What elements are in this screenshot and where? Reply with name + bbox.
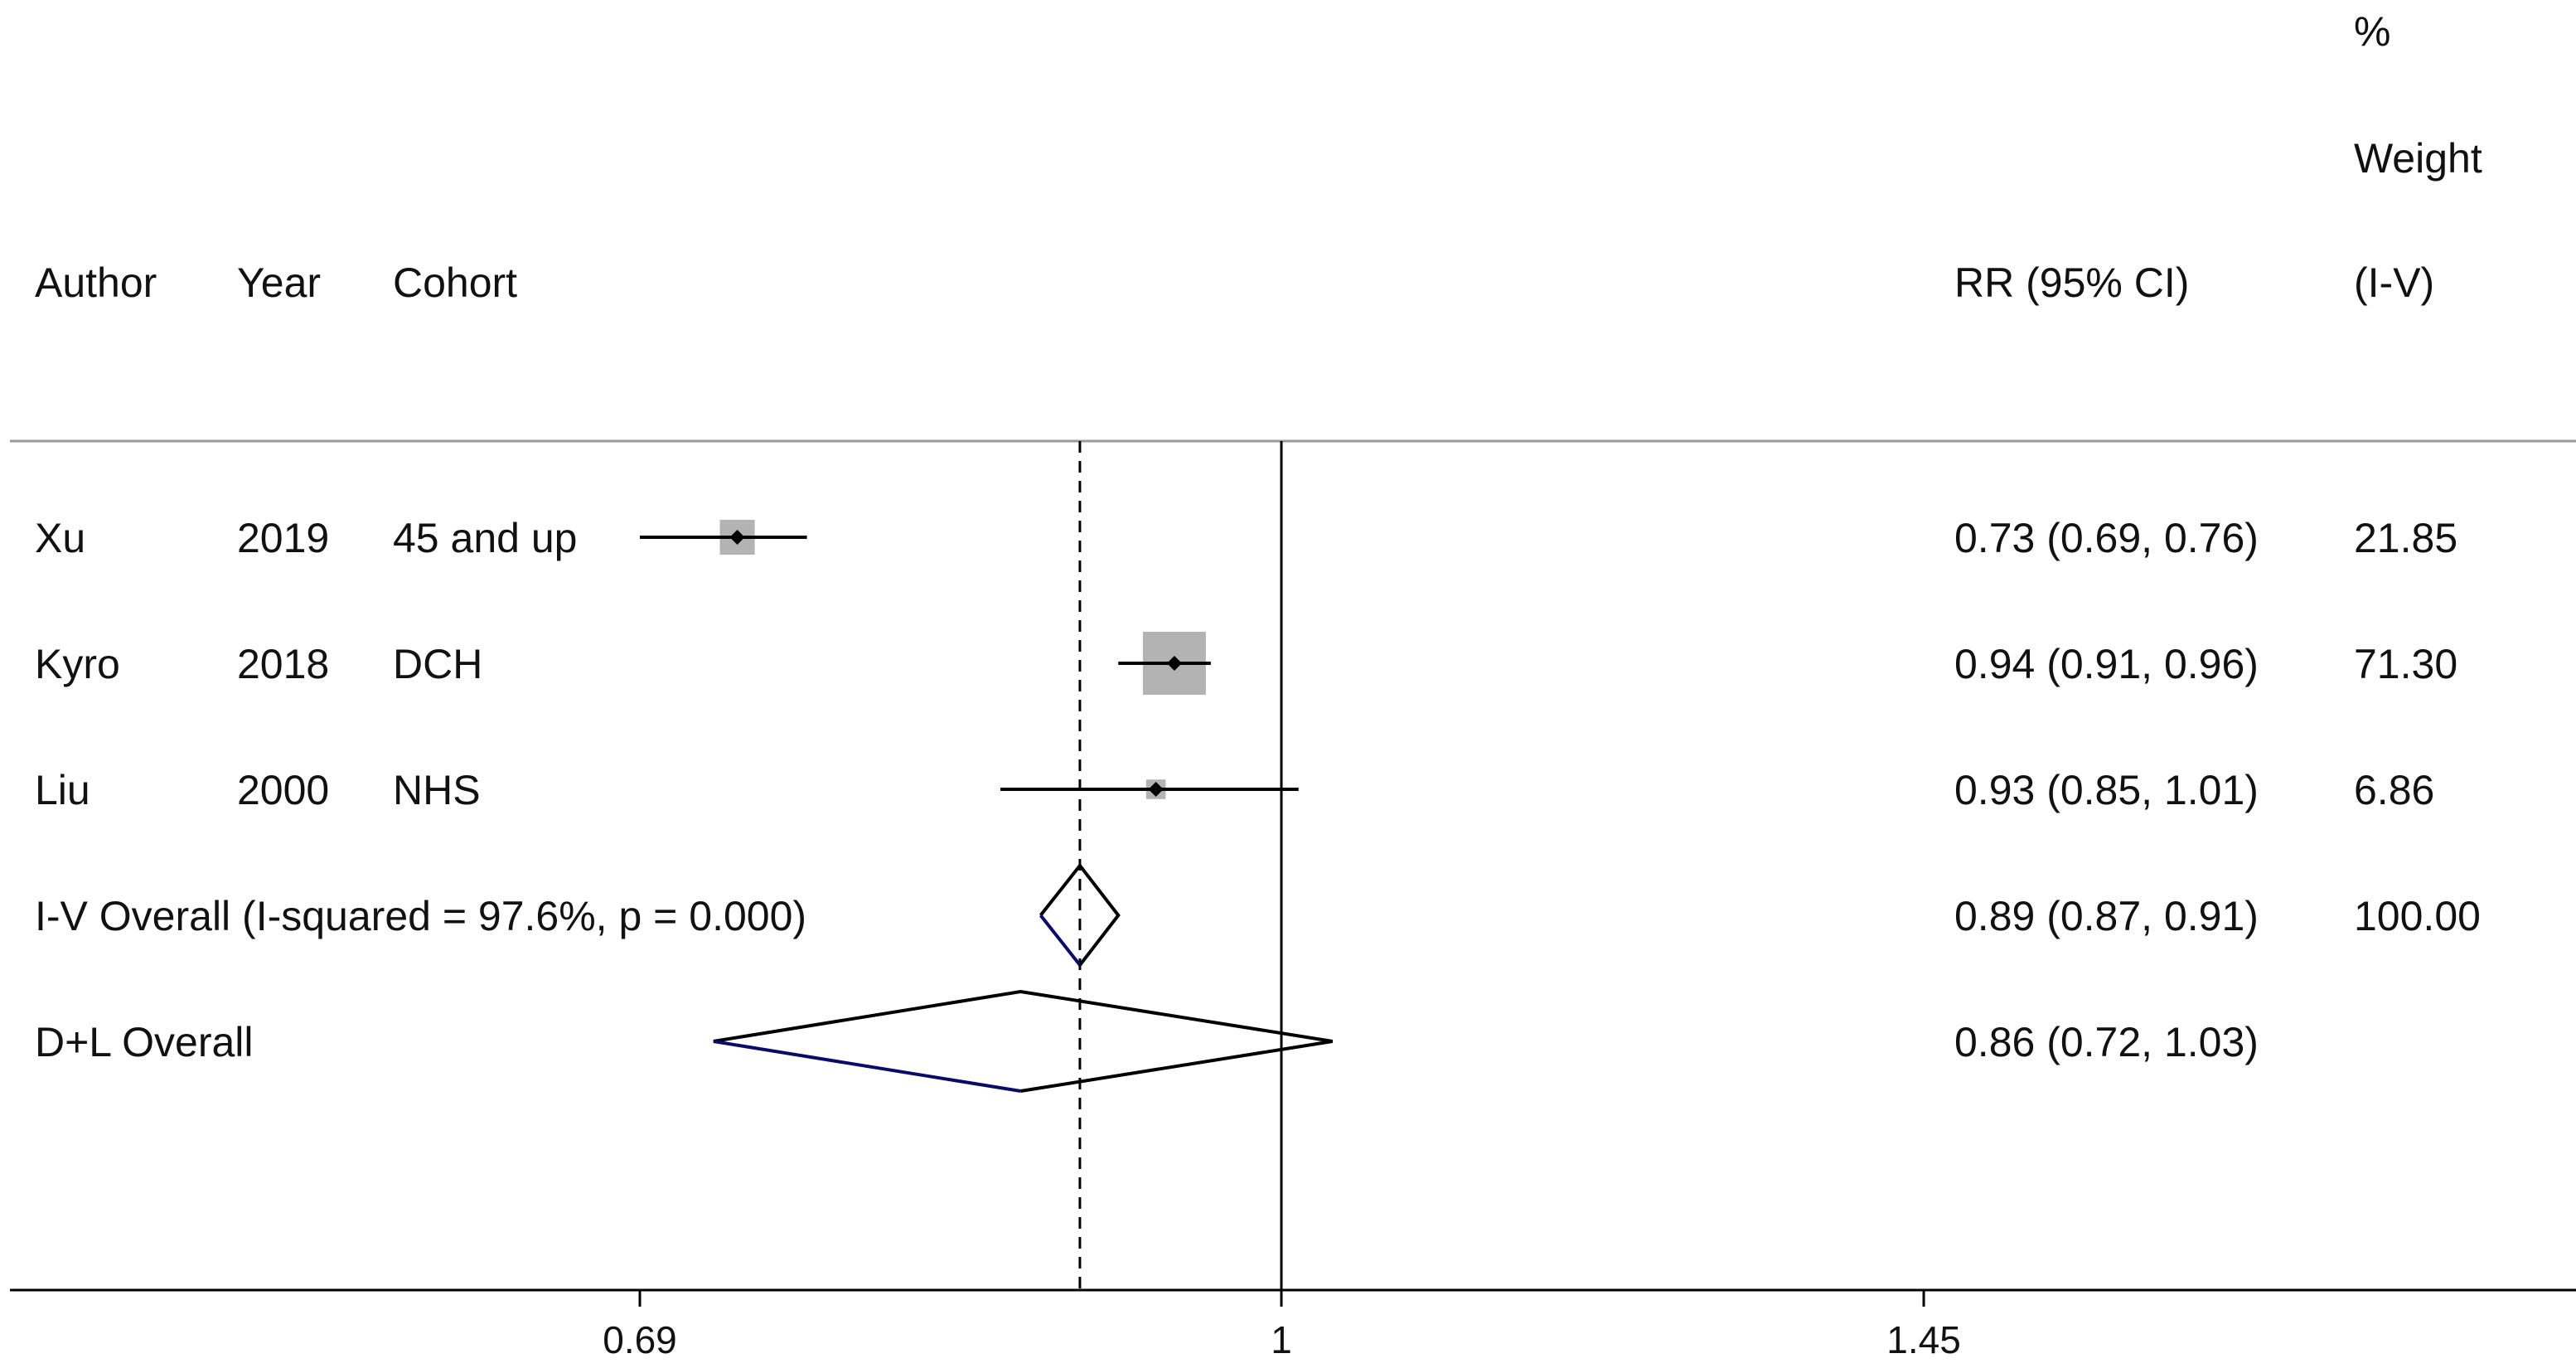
- weight-header-line2: Weight: [2354, 135, 2482, 182]
- study-year: 2019: [237, 515, 329, 561]
- study-point-estimate: [1166, 656, 1182, 671]
- x-tick-label: 0.69: [603, 1318, 677, 1361]
- overall-diamond-lower-edge: [1039, 914, 1082, 967]
- overall-diamond: [1039, 862, 1121, 967]
- study-author: Liu: [35, 767, 90, 813]
- study-weight: 6.86: [2354, 767, 2434, 813]
- study-row: Kyro 2018 DCH 0.94 (0.91, 0.96) 71.30: [35, 632, 2457, 695]
- study-rr-ci: 0.94 (0.91, 0.96): [1954, 641, 2259, 687]
- header: % Weight Author Year Cohort RR (95% CI) …: [35, 8, 2482, 306]
- x-tick-label: 1: [1271, 1318, 1292, 1361]
- overall-label: I-V Overall (I-squared = 97.6%, p = 0.00…: [35, 893, 806, 939]
- study-row: Xu 2019 45 and up 0.73 (0.69, 0.76) 21.85: [35, 515, 2457, 561]
- study-rows: Xu 2019 45 and up 0.73 (0.69, 0.76) 21.85 Kyr…: [35, 515, 2457, 813]
- study-author: Xu: [35, 515, 85, 561]
- study-author: Kyro: [35, 641, 120, 687]
- overall-label: D+L Overall: [35, 1019, 254, 1065]
- study-rr-ci: 0.93 (0.85, 1.01): [1954, 767, 2259, 813]
- overall-row: I-V Overall (I-squared = 97.6%, p = 0.00…: [35, 862, 2481, 967]
- x-tick-label: 1.45: [1886, 1318, 1961, 1361]
- study-cohort: DCH: [393, 641, 482, 687]
- rr-column-header: RR (95% CI): [1954, 260, 2189, 306]
- weight-header-line3: (I-V): [2354, 260, 2434, 306]
- study-point-estimate: [1148, 782, 1164, 797]
- study-cohort: 45 and up: [393, 515, 577, 561]
- study-row: Liu 2000 NHS 0.93 (0.85, 1.01) 6.86: [35, 767, 2434, 813]
- year-column-header: Year: [237, 260, 321, 306]
- overall-row: D+L Overall 0.86 (0.72, 1.03): [35, 989, 2259, 1093]
- cohort-column-header: Cohort: [393, 260, 517, 306]
- study-cohort: NHS: [393, 767, 481, 813]
- overall-weight: 100.00: [2354, 893, 2481, 939]
- weight-header-line1: %: [2354, 8, 2390, 55]
- overall-rr-ci: 0.89 (0.87, 0.91): [1954, 893, 2259, 939]
- overall-diamond: [713, 989, 1333, 1093]
- overall-diamond-lower-edge: [713, 1040, 1021, 1093]
- overall-rr-ci: 0.86 (0.72, 1.03): [1954, 1019, 2259, 1065]
- x-axis-ticks: 0.69 1 1.45: [603, 1290, 1961, 1361]
- study-weight: 71.30: [2354, 641, 2457, 687]
- overall-rows: I-V Overall (I-squared = 97.6%, p = 0.00…: [35, 862, 2481, 1093]
- study-weight: 21.85: [2354, 515, 2457, 561]
- study-rr-ci: 0.73 (0.69, 0.76): [1954, 515, 2259, 561]
- study-point-estimate: [729, 530, 745, 545]
- study-year: 2018: [237, 641, 329, 687]
- author-column-header: Author: [35, 260, 157, 306]
- study-year: 2000: [237, 767, 329, 813]
